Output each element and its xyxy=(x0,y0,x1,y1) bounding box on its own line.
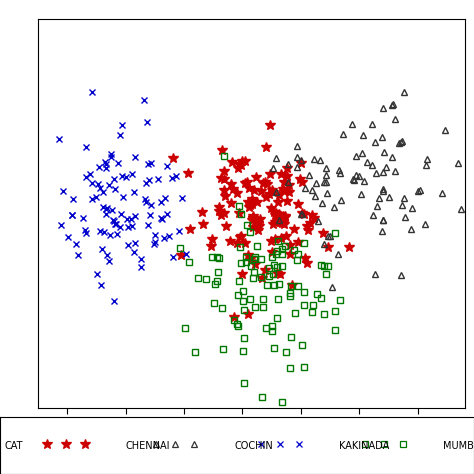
X-axis label: Can1: Can1 xyxy=(233,435,269,449)
Text: COCHIN: COCHIN xyxy=(235,440,273,451)
Text: MUMBAI: MUMBAI xyxy=(443,440,474,451)
Text: CAT: CAT xyxy=(5,440,23,451)
Text: KAKINADA: KAKINADA xyxy=(339,440,389,451)
Text: CHENNAI: CHENNAI xyxy=(126,440,170,451)
